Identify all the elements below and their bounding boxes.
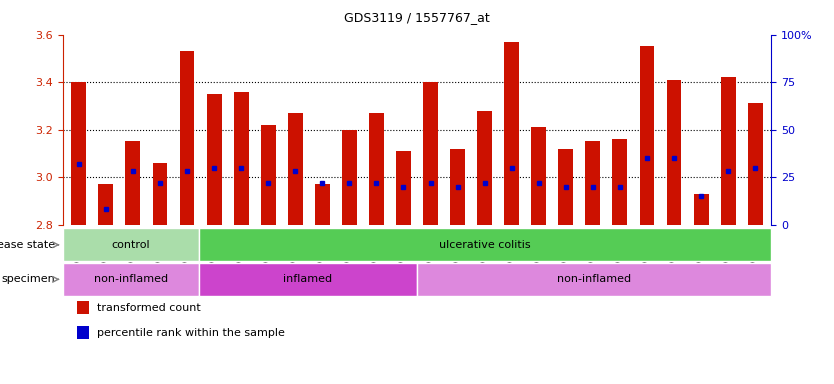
Bar (423, 82, 438, 225)
Text: transformed count: transformed count (97, 303, 200, 313)
Bar (77, 326, 89, 339)
Bar (450, 149, 465, 225)
Bar (77, 301, 89, 314)
Bar (640, 46, 655, 225)
Bar (505, 42, 519, 225)
Bar (342, 130, 357, 225)
Bar (261, 125, 275, 225)
Text: control: control (112, 240, 150, 250)
Text: GDS3119 / 1557767_at: GDS3119 / 1557767_at (344, 12, 490, 25)
Bar (125, 141, 140, 225)
Bar (198, 263, 417, 296)
Bar (477, 111, 492, 225)
Bar (207, 94, 222, 225)
Bar (98, 184, 113, 225)
Bar (612, 139, 627, 225)
Text: specimen: specimen (2, 274, 55, 285)
Bar (315, 184, 329, 225)
Bar (559, 149, 573, 225)
Text: non-inflamed: non-inflamed (93, 274, 168, 285)
Bar (531, 127, 546, 225)
Bar (72, 82, 86, 225)
Bar (369, 113, 384, 225)
Bar (63, 228, 198, 261)
Bar (288, 113, 303, 225)
Bar (234, 92, 249, 225)
Text: inflamed: inflamed (284, 274, 333, 285)
Bar (63, 263, 198, 296)
Bar (748, 103, 762, 225)
Bar (198, 228, 771, 261)
Text: non-inflamed: non-inflamed (557, 274, 631, 285)
Bar (153, 163, 168, 225)
Bar (721, 77, 736, 225)
Bar (396, 151, 411, 225)
Text: ulcerative colitis: ulcerative colitis (440, 240, 531, 250)
Bar (694, 194, 709, 225)
Text: disease state: disease state (0, 240, 55, 250)
Bar (585, 141, 600, 225)
Bar (417, 263, 771, 296)
Bar (179, 51, 194, 225)
Bar (666, 80, 681, 225)
Text: percentile rank within the sample: percentile rank within the sample (97, 328, 284, 338)
